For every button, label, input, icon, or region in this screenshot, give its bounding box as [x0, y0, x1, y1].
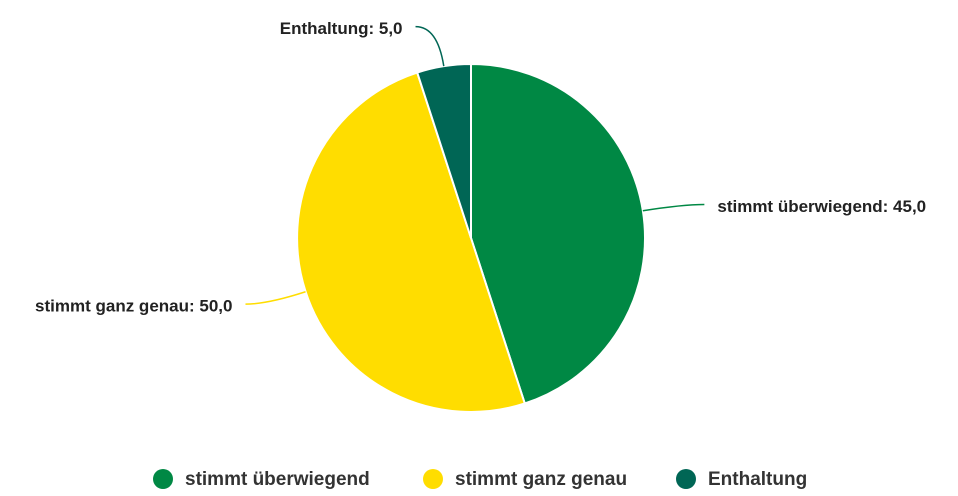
- legend-label: stimmt ganz genau: [455, 469, 627, 490]
- leader-line: [245, 291, 306, 305]
- legend-label: stimmt überwiegend: [185, 469, 370, 490]
- leader-line: [642, 203, 705, 212]
- legend: stimmt überwiegend stimmt ganz genau Entha…: [153, 469, 807, 490]
- legend-label: Enthaltung: [708, 469, 807, 490]
- legend-swatch: [676, 469, 696, 489]
- pie-slice: [415, 62, 472, 239]
- legend-swatch: [423, 469, 443, 489]
- data-label: Enthaltung: 5,0: [280, 19, 403, 38]
- leader-line: [415, 25, 445, 67]
- data-label: stimmt überwiegend: 45,0: [717, 197, 926, 216]
- pie: [296, 62, 647, 413]
- pie-slice: [470, 62, 647, 405]
- data-labels: stimmt überwiegend: 45,0 stimmt ganz gena…: [35, 19, 926, 315]
- legend-swatch: [153, 469, 173, 489]
- data-label: stimmt ganz genau: 50,0: [35, 297, 232, 316]
